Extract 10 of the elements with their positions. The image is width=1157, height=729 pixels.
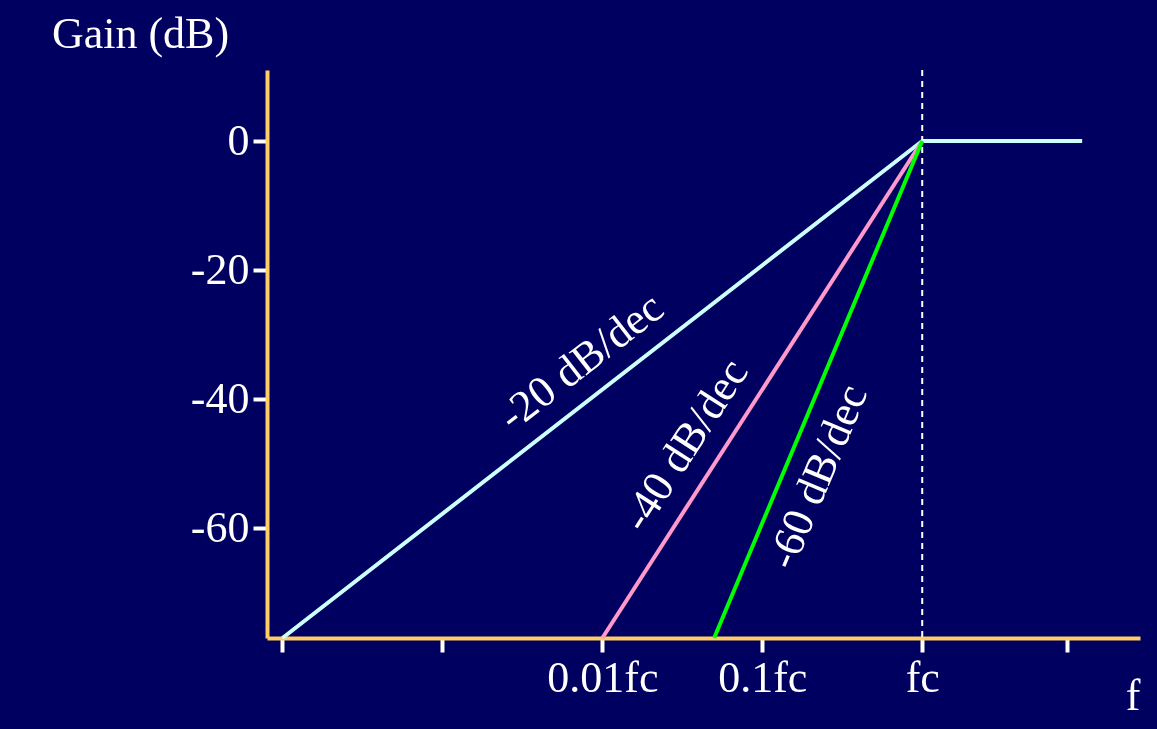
y-tick-label: -60: [190, 502, 250, 552]
y-tick-label: -40: [190, 373, 250, 423]
x-tick-label: 0.01fc: [547, 652, 659, 702]
x-tick-label: 0.1fc: [718, 652, 808, 702]
annotation: -60 dB/dec: [756, 377, 878, 576]
y-axis-title: Gain (dB): [51, 8, 230, 58]
y-tick-label: -20: [190, 244, 250, 294]
x-tick-label: fc: [905, 652, 940, 702]
x-axis-title: f: [1125, 670, 1141, 720]
y-tick-label: 0: [227, 115, 250, 165]
